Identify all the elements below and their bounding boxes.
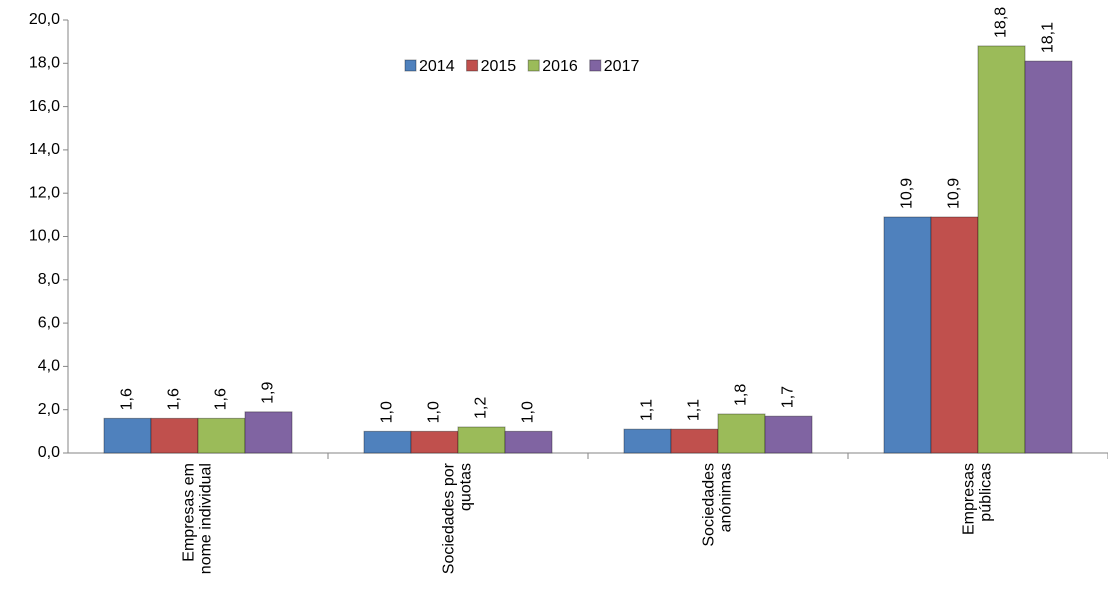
x-tick-label: Empresaspúblicas <box>961 463 995 535</box>
bar <box>150 417 199 454</box>
x-tick-label: Sociedades porquotas <box>441 462 475 574</box>
y-tick-label: 12,0 <box>29 184 60 201</box>
value-label: 1,0 <box>520 401 537 423</box>
y-tick-label: 4,0 <box>38 358 60 375</box>
legend-label: 2016 <box>542 58 578 75</box>
y-tick-label: 18,0 <box>29 55 60 72</box>
bar <box>197 417 246 454</box>
bar <box>504 430 553 454</box>
value-label: 18,8 <box>993 7 1010 38</box>
legend-swatch <box>527 59 540 72</box>
bar <box>457 426 506 454</box>
bar <box>623 428 672 454</box>
value-label: 1,6 <box>119 388 136 410</box>
value-label: 1,1 <box>639 399 656 421</box>
y-tick-label: 14,0 <box>29 141 60 158</box>
bar <box>410 430 459 454</box>
legend-label: 2017 <box>604 58 640 75</box>
y-tick-label: 8,0 <box>38 271 60 288</box>
legend-label: 2014 <box>419 58 455 75</box>
bar <box>717 413 766 454</box>
bar <box>670 428 719 454</box>
value-label: 1,6 <box>166 388 183 410</box>
y-tick-label: 20,0 <box>29 11 60 28</box>
value-label: 1,0 <box>426 401 443 423</box>
bar <box>764 415 813 454</box>
bar <box>930 216 979 454</box>
value-label: 10,9 <box>899 178 916 209</box>
bar <box>883 216 932 454</box>
value-label: 10,9 <box>946 178 963 209</box>
value-label: 1,2 <box>473 397 490 419</box>
y-tick-label: 10,0 <box>29 228 60 245</box>
value-label: 1,0 <box>379 401 396 423</box>
legend-swatch <box>404 59 417 72</box>
y-tick-label: 0,0 <box>38 444 60 461</box>
x-tick-label: Empresas emnome individual <box>181 463 215 574</box>
value-label: 1,9 <box>260 382 277 404</box>
value-label: 1,7 <box>780 386 797 408</box>
bar <box>363 430 412 454</box>
y-tick-label: 16,0 <box>29 98 60 115</box>
legend-label: 2015 <box>481 58 517 75</box>
value-label: 18,1 <box>1040 22 1057 53</box>
value-label: 1,6 <box>213 388 230 410</box>
legend-swatch <box>589 59 602 72</box>
y-tick-label: 2,0 <box>38 401 60 418</box>
x-tick-label: Sociedadesanónimas <box>701 463 735 547</box>
value-label: 1,8 <box>733 384 750 406</box>
y-tick-label: 6,0 <box>38 314 60 331</box>
bar <box>1024 60 1073 454</box>
bar <box>244 411 293 454</box>
legend-swatch <box>466 59 479 72</box>
value-label: 1,1 <box>686 399 703 421</box>
bar <box>103 417 152 454</box>
bar <box>977 45 1026 454</box>
